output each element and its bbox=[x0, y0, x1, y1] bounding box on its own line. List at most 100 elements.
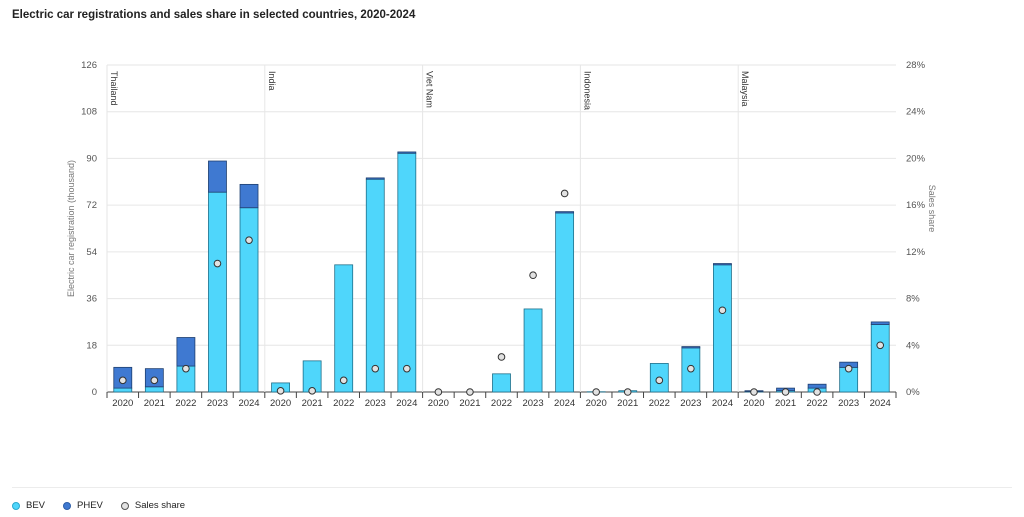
y2-tick-label: 4% bbox=[906, 340, 920, 351]
phev-bar bbox=[555, 211, 575, 214]
phev-bar bbox=[681, 346, 701, 349]
sales-share-marker bbox=[876, 341, 885, 350]
x-tick-label: 2023 bbox=[207, 398, 228, 409]
x-tick-label: 2024 bbox=[554, 398, 575, 409]
chart-title: Electric car registrations and sales sha… bbox=[12, 9, 416, 21]
y2-tick-label: 24% bbox=[906, 107, 926, 118]
group-label-malaysia: Malaysia bbox=[740, 71, 750, 107]
sales-share-marker bbox=[213, 259, 222, 268]
sales-share-marker bbox=[655, 376, 664, 385]
x-tick-label: 2022 bbox=[175, 398, 196, 409]
sales-share-marker bbox=[150, 376, 159, 385]
bev-bar bbox=[492, 373, 511, 393]
phev-bar bbox=[208, 160, 227, 193]
y-tick-label: 126 bbox=[81, 60, 97, 71]
sales-share-marker bbox=[844, 364, 853, 373]
y-tick-label: 0 bbox=[92, 387, 97, 398]
legend-label-sales-share: Sales share bbox=[134, 500, 186, 511]
sales-share-marker bbox=[182, 364, 190, 373]
legend: BEV PHEV Sales share bbox=[12, 500, 185, 511]
y2-tick-label: 16% bbox=[906, 200, 926, 211]
sales-share-marker bbox=[339, 376, 348, 385]
bev-bar bbox=[365, 178, 385, 393]
y-tick-label: 18 bbox=[86, 340, 97, 351]
legend-label-bev: BEV bbox=[26, 500, 46, 511]
sales-share-marker bbox=[118, 376, 127, 385]
y2-tick-label: 20% bbox=[906, 153, 926, 164]
sales-share-marker bbox=[529, 271, 537, 280]
sales-share-marker bbox=[245, 236, 253, 244]
x-tick-label: 2020 bbox=[112, 398, 133, 409]
bev-bar bbox=[523, 308, 543, 393]
group-label-india: India bbox=[267, 71, 277, 91]
y2-tick-label: 12% bbox=[906, 247, 926, 258]
phev-bar bbox=[870, 321, 890, 325]
legend-divider bbox=[12, 487, 1012, 488]
legend-item-sales-share[interactable]: Sales share bbox=[120, 500, 186, 511]
x-tick-label: 2023 bbox=[680, 398, 701, 409]
y-axis-label: Electric car registration (thousand) bbox=[66, 160, 76, 297]
x-tick-label: 2023 bbox=[838, 398, 859, 409]
y2-axis-label: Sales share bbox=[927, 185, 937, 233]
y-tick-label: 36 bbox=[86, 294, 97, 305]
sales-share-marker bbox=[623, 388, 632, 396]
x-tick-label: 2024 bbox=[238, 398, 259, 409]
sales-share-marker bbox=[592, 388, 600, 396]
sales-share-marker bbox=[466, 388, 474, 396]
y2-tick-label: 28% bbox=[906, 60, 926, 71]
bev-bar bbox=[555, 212, 575, 393]
legend-item-phev[interactable]: PHEV bbox=[63, 500, 103, 511]
sales-share-marker bbox=[308, 387, 316, 395]
sales-share-marker bbox=[371, 364, 380, 373]
x-tick-label: 2020 bbox=[270, 398, 291, 409]
legend-item-bev[interactable]: BEV bbox=[12, 500, 45, 511]
x-tick-label: 2022 bbox=[333, 398, 354, 409]
x-tick-label: 2024 bbox=[870, 398, 891, 409]
x-tick-label: 2023 bbox=[365, 398, 386, 409]
bev-bar bbox=[113, 387, 133, 393]
x-tick-label: 2020 bbox=[428, 398, 449, 409]
x-tick-label: 2024 bbox=[712, 398, 733, 409]
legend-label-phev: PHEV bbox=[77, 500, 103, 511]
x-tick-label: 2020 bbox=[586, 398, 607, 409]
phev-bar bbox=[807, 383, 827, 389]
x-tick-label: 2021 bbox=[617, 398, 638, 409]
x-tick-label: 2021 bbox=[144, 398, 165, 409]
x-tick-label: 2023 bbox=[522, 398, 543, 409]
y-tick-label: 72 bbox=[86, 200, 97, 211]
y-tick-label: 54 bbox=[86, 247, 97, 258]
bev-swatch-icon bbox=[12, 501, 20, 510]
bev-bar bbox=[397, 152, 417, 393]
sales-share-marker bbox=[813, 388, 821, 396]
y2-tick-label: 8% bbox=[906, 294, 920, 305]
x-tick-label: 2024 bbox=[396, 398, 417, 409]
sales-share-marker bbox=[434, 388, 443, 396]
phev-bar bbox=[239, 183, 259, 209]
sales-share-marker bbox=[276, 387, 285, 395]
sales-share-marker bbox=[497, 353, 506, 361]
sales-share-marker bbox=[403, 364, 411, 373]
bev-bar bbox=[208, 191, 227, 393]
bev-bar bbox=[334, 264, 354, 393]
chart: 0 18 36 54 72 90 108 126 0% 4% 8% 12% 16% 20% 24% 28% El… bbox=[66, 60, 937, 409]
bev-bar bbox=[144, 386, 164, 393]
y-tick-label: 108 bbox=[81, 107, 97, 118]
x-tick-label: 2022 bbox=[491, 398, 512, 409]
group-label-viet-nam: Viet Nam bbox=[425, 71, 435, 108]
phev-bar bbox=[176, 337, 196, 367]
y2-tick-label: 0% bbox=[906, 387, 920, 398]
sales-share-swatch-icon bbox=[120, 501, 129, 510]
x-tick-label: 2021 bbox=[775, 398, 796, 409]
phev-bar bbox=[365, 177, 385, 180]
sales-share-marker bbox=[687, 364, 695, 373]
x-tick-label: 2022 bbox=[807, 398, 828, 409]
sales-share-marker bbox=[750, 388, 758, 396]
bev-bar bbox=[870, 324, 890, 393]
sales-share-marker bbox=[781, 388, 790, 396]
phev-bar bbox=[713, 263, 732, 266]
sales-share-marker bbox=[718, 306, 727, 315]
phev-bar bbox=[397, 151, 417, 154]
bev-bar bbox=[239, 207, 259, 393]
bev-bar bbox=[713, 264, 732, 393]
group-label-thailand: Thailand bbox=[109, 71, 119, 106]
